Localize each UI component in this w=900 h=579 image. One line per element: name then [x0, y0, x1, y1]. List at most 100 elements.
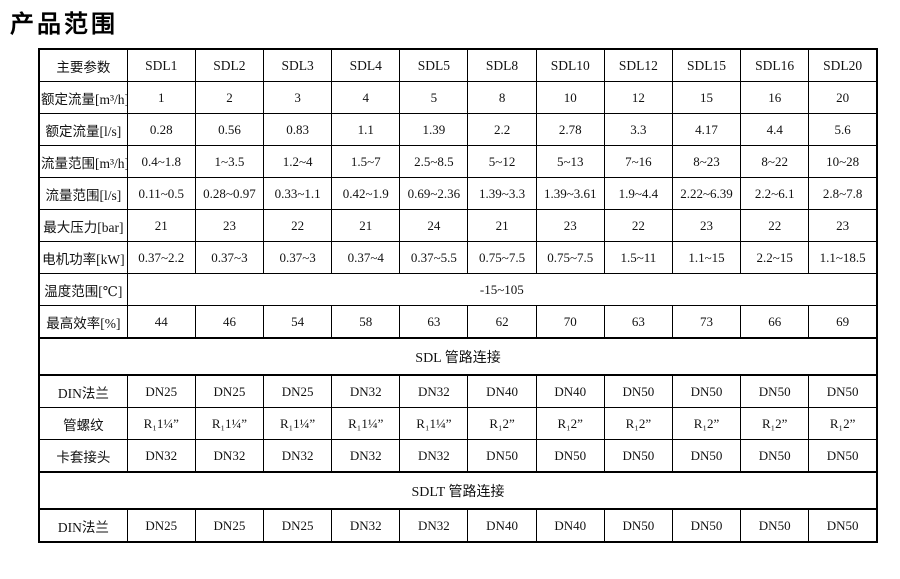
value-cell: 2.78: [535, 113, 605, 146]
value-cell: 0.37~5.5: [399, 241, 469, 274]
value-cell: DN25: [126, 374, 196, 408]
value-cell: 5~12: [467, 145, 537, 178]
row-label-cell: DIN法兰: [38, 508, 128, 543]
value-cell: 23: [671, 209, 742, 242]
value-cell: 4.4: [740, 113, 810, 146]
value-cell: DN25: [126, 508, 196, 543]
value-cell: 1.9~4.4: [603, 177, 673, 210]
value-cell: 2.8~7.8: [808, 177, 878, 210]
value-cell: 8~23: [671, 145, 742, 178]
value-cell: 0.37~3: [194, 241, 265, 274]
value-cell: DN50: [740, 508, 810, 543]
value-cell: DN50: [603, 439, 673, 473]
value-cell: R₁2”: [603, 407, 673, 440]
value-cell: 1: [126, 81, 196, 114]
value-cell: R₁2”: [671, 407, 742, 440]
value-cell: DN32: [331, 374, 401, 408]
value-cell: 1.39~3.61: [535, 177, 605, 210]
table-row-flow-range-m3h: 流量范围[m³/h] 0.4~1.8 1~3.5 1.2~4 1.5~7 2.5~8.5 5…: [38, 145, 878, 178]
value-cell: 23: [194, 209, 265, 242]
value-cell: DN50: [603, 374, 673, 408]
value-cell: DN32: [126, 439, 196, 473]
table-row-din-flange-sdlt: DIN法兰 DN25 DN25 DN25 DN32 DN32 DN40 DN40 DN50 DN5…: [38, 508, 878, 543]
value-cell: 8: [467, 81, 537, 114]
value-cell: 10~28: [808, 145, 878, 178]
value-cell: 21: [467, 209, 537, 242]
value-cell: 22: [740, 209, 810, 242]
value-cell: 21: [331, 209, 401, 242]
row-label-cell: 最高效率[%]: [38, 305, 128, 339]
value-cell: DN40: [535, 508, 605, 543]
value-cell: DN50: [671, 508, 742, 543]
model-header-cell: SDL10: [535, 48, 605, 82]
row-label-cell: 卡套接头: [38, 439, 128, 473]
value-cell: 0.69~2.36: [399, 177, 469, 210]
value-cell: 22: [603, 209, 673, 242]
value-cell: 73: [671, 305, 742, 339]
value-cell: 2.22~6.39: [671, 177, 742, 210]
value-cell: DN32: [399, 508, 469, 543]
value-cell: 1~3.5: [194, 145, 265, 178]
value-cell: DN25: [263, 374, 333, 408]
value-cell: 4.17: [671, 113, 742, 146]
value-cell: 4: [331, 81, 401, 114]
model-header-cell: SDL2: [194, 48, 265, 82]
row-label-cell: 额定流量[l/s]: [38, 113, 128, 146]
table-row-compression-fitting: 卡套接头 DN32 DN32 DN32 DN32 DN32 DN50 DN50 DN50 DN50…: [38, 439, 878, 473]
value-cell: 70: [535, 305, 605, 339]
table-row-max-pressure-bar: 最大压力[bar] 21 23 22 21 24 21 23 22 23 22 23: [38, 209, 878, 242]
value-cell: DN50: [808, 374, 878, 408]
value-cell: 54: [263, 305, 333, 339]
value-cell: 5: [399, 81, 469, 114]
table-row-sdlt-pipe-connection: SDLT 管路连接: [38, 471, 878, 510]
table-row-din-flange-sdl: DIN法兰 DN25 DN25 DN25 DN32 DN32 DN40 DN40 DN50 DN5…: [38, 374, 878, 408]
model-header-cell: SDL8: [467, 48, 537, 82]
table-body: 主要参数 SDL1 SDL2 SDL3 SDL4 SDL5 SDL8 SDL10 SDL12 SD…: [38, 48, 878, 543]
value-cell: 2.2~15: [740, 241, 810, 274]
value-cell: 1.39~3.3: [467, 177, 537, 210]
value-cell: DN50: [808, 508, 878, 543]
model-header-cell: SDL5: [399, 48, 469, 82]
value-cell: DN32: [331, 508, 401, 543]
value-cell: 0.28: [126, 113, 196, 146]
row-label-cell: 额定流量[m³/h]: [38, 81, 128, 114]
section-title-cell: SDLT 管路连接: [38, 471, 878, 510]
value-cell: DN50: [808, 439, 878, 473]
value-cell: DN50: [467, 439, 537, 473]
page-title: 产品范围: [10, 11, 118, 38]
value-cell: 1.39: [399, 113, 469, 146]
model-header-cell: SDL12: [603, 48, 673, 82]
value-cell: 5.6: [808, 113, 878, 146]
table-row-sdl-pipe-connection: SDL 管路连接: [38, 337, 878, 376]
row-label-cell: 最大压力[bar]: [38, 209, 128, 242]
value-cell: 22: [263, 209, 333, 242]
value-cell: DN32: [399, 439, 469, 473]
table-row-motor-power-kw: 电机功率[kW] 0.37~2.2 0.37~3 0.37~3 0.37~4 0.37~5…: [38, 241, 878, 274]
model-header-cell: SDL16: [740, 48, 810, 82]
value-cell: 3.3: [603, 113, 673, 146]
value-cell: 1.5~11: [603, 241, 673, 274]
value-cell: 1.1: [331, 113, 401, 146]
value-cell: R₁1¼”: [331, 407, 401, 440]
value-cell: 2: [194, 81, 265, 114]
model-header-cell: SDL1: [126, 48, 196, 82]
value-cell: R₁2”: [808, 407, 878, 440]
value-cell: 3: [263, 81, 333, 114]
table-row-flow-range-ls: 流量范围[l/s] 0.11~0.5 0.28~0.97 0.33~1.1 0.42~1…: [38, 177, 878, 210]
value-cell: DN50: [740, 374, 810, 408]
product-range-table: 主要参数 SDL1 SDL2 SDL3 SDL4 SDL5 SDL8 SDL10 SDL12 SD…: [38, 48, 878, 543]
value-cell: DN50: [740, 439, 810, 473]
value-cell: DN32: [263, 439, 333, 473]
row-label-cell: DIN法兰: [38, 374, 128, 408]
value-cell: 2.2: [467, 113, 537, 146]
section-title-cell: SDL 管路连接: [38, 337, 878, 376]
table-row-rated-flow-ls: 额定流量[l/s] 0.28 0.56 0.83 1.1 1.39 2.2 2.78 3.3 4.…: [38, 113, 878, 146]
value-cell: 0.75~7.5: [467, 241, 537, 274]
value-cell: 0.37~3: [263, 241, 333, 274]
value-cell: 7~16: [603, 145, 673, 178]
value-cell: DN50: [535, 439, 605, 473]
value-cell: R₁2”: [467, 407, 537, 440]
value-cell: 62: [467, 305, 537, 339]
value-cell: R₁1¼”: [194, 407, 265, 440]
value-cell: 1.5~7: [331, 145, 401, 178]
